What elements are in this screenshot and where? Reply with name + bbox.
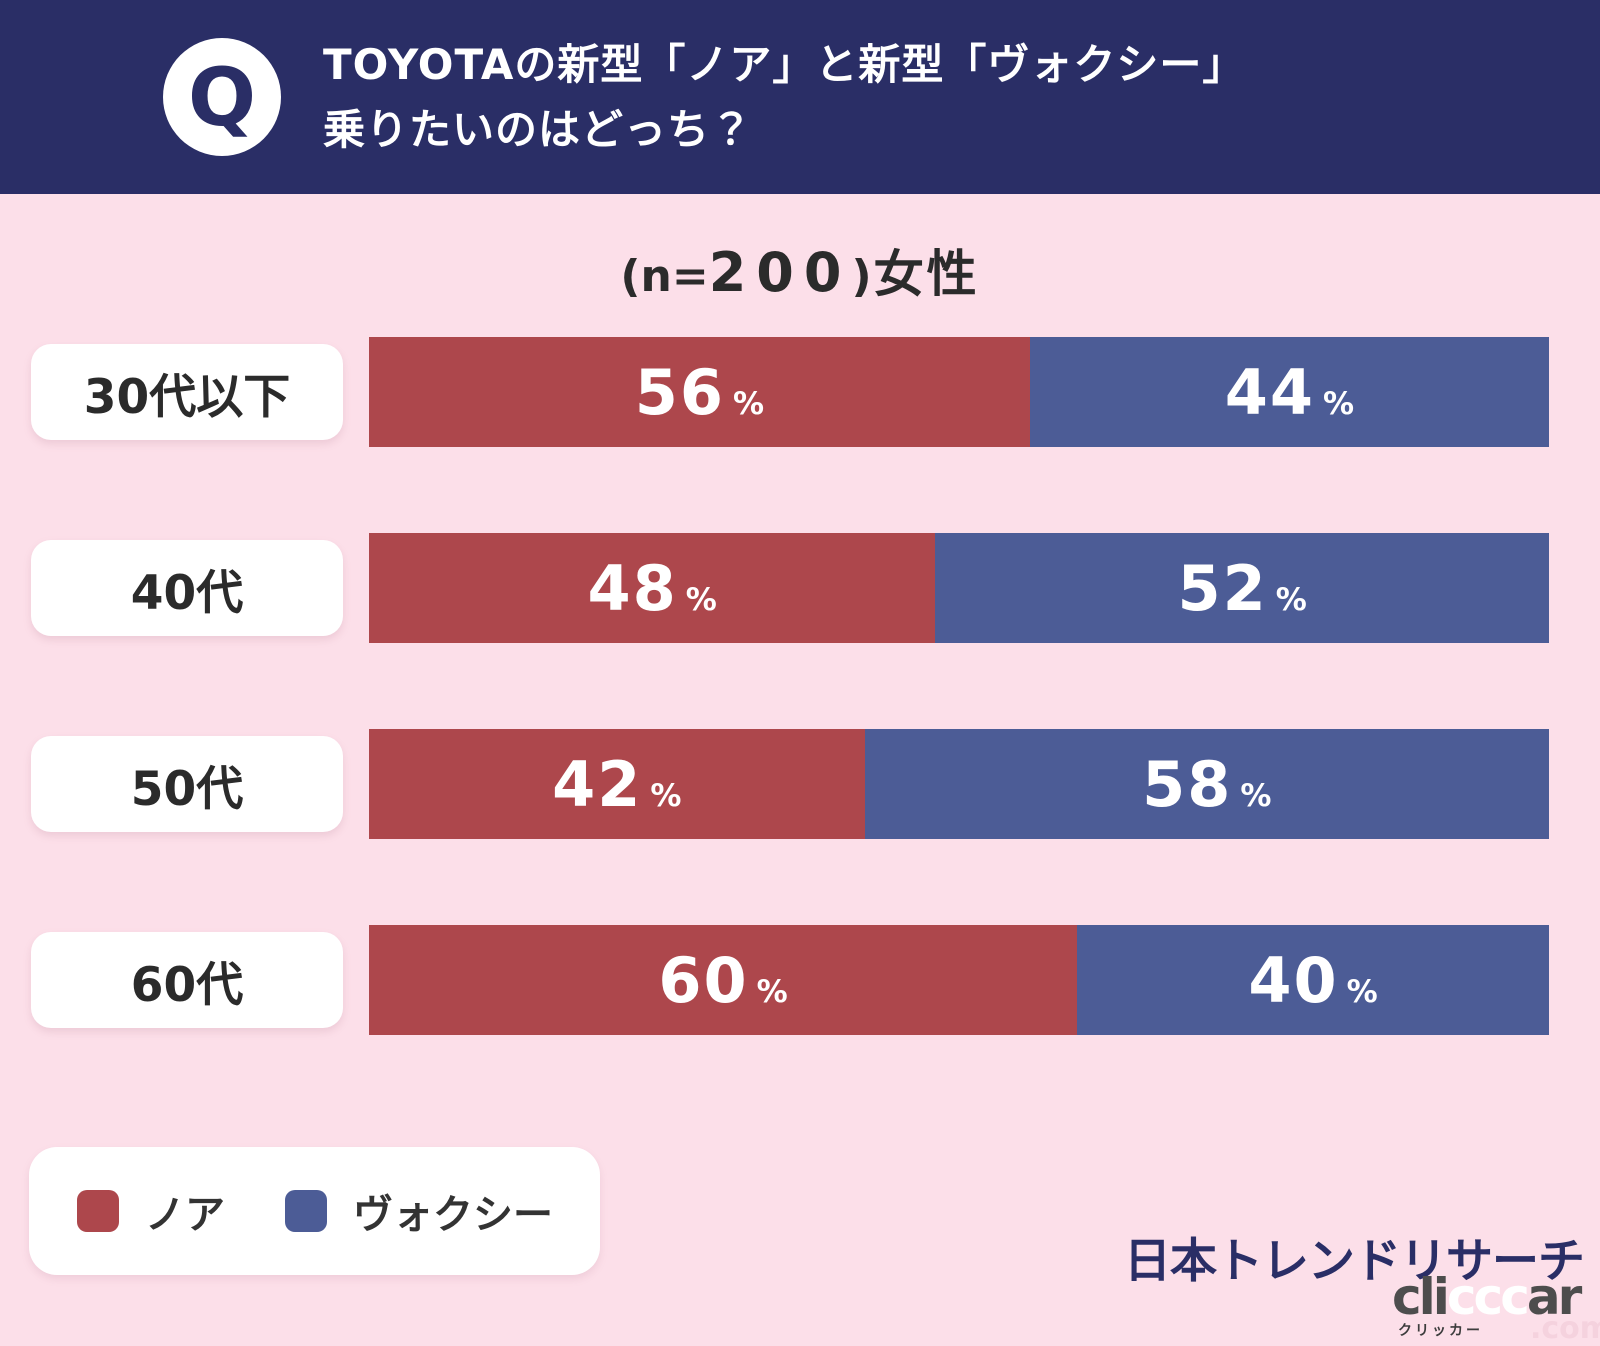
segment-value: 48 — [587, 551, 678, 625]
bar-row-50s: 50代 42% 58% — [0, 729, 1600, 839]
bar-segment-noah: 56% — [369, 337, 1030, 447]
percent-sign: % — [756, 973, 788, 1010]
clicccar-logo: clicccar クリッカー .com — [1392, 1272, 1600, 1344]
percent-sign: % — [1323, 385, 1355, 422]
legend-item-voxy: ヴォクシー — [285, 1182, 553, 1240]
clicccar-logo-subtext: クリッカー — [1398, 1323, 1483, 1339]
sample-group-label: 女性 — [873, 245, 980, 303]
question-title: TOYOTAの新型「ノア」と新型「ヴォクシー」 乗りたいのはどっち？ — [323, 32, 1245, 162]
category-label: 40代 — [31, 540, 343, 636]
stacked-bar: 60% 40% — [369, 925, 1549, 1035]
percent-sign: % — [1240, 777, 1272, 814]
segment-value: 44 — [1224, 355, 1315, 429]
segment-value: 42 — [552, 747, 643, 821]
percent-sign: % — [1275, 581, 1307, 618]
stacked-bar: 48% 52% — [369, 533, 1549, 643]
bar-segment-noah: 42% — [369, 729, 865, 839]
stacked-bar: 56% 44% — [369, 337, 1549, 447]
bar-segment-voxy: 40% — [1077, 925, 1549, 1035]
sample-size-count: 200 — [708, 241, 852, 304]
legend: ノア ヴォクシー — [29, 1147, 600, 1275]
percent-sign: % — [685, 581, 717, 618]
segment-value: 56 — [634, 355, 725, 429]
legend-label-noah: ノア — [145, 1192, 225, 1238]
percent-sign: % — [1346, 973, 1378, 1010]
bar-segment-noah: 48% — [369, 533, 936, 643]
segment-value: 60 — [658, 943, 749, 1017]
clicccar-logo-part3: ar — [1526, 1268, 1582, 1326]
percent-sign: % — [650, 777, 682, 814]
question-title-line1: TOYOTAの新型「ノア」と新型「ヴォクシー」 — [323, 39, 1246, 89]
legend-swatch-voxy — [285, 1190, 327, 1232]
bar-segment-voxy: 44% — [1029, 337, 1549, 447]
clicccar-logo-part2: ccc — [1446, 1268, 1530, 1326]
sample-size-label: (n=200)女性 — [0, 234, 1600, 306]
bar-row-40s: 40代 48% 52% — [0, 533, 1600, 643]
bar-segment-noah: 60% — [369, 925, 1077, 1035]
bar-row-60s: 60代 60% 40% — [0, 925, 1600, 1035]
legend-swatch-noah — [77, 1190, 119, 1232]
question-header: Q TOYOTAの新型「ノア」と新型「ヴォクシー」 乗りたいのはどっち？ — [0, 0, 1600, 194]
brand-text: 日本トレンドリサーチ — [1124, 1234, 1585, 1289]
legend-label-voxy: ヴォクシー — [353, 1192, 553, 1238]
clicccar-logo-part1: cli — [1392, 1268, 1450, 1326]
bar-row-30s: 30代以下 56% 44% — [0, 337, 1600, 447]
question-badge-icon: Q — [163, 38, 281, 156]
segment-value: 40 — [1248, 943, 1339, 1017]
sample-size-suffix: ) — [851, 251, 872, 302]
sample-size-prefix: (n= — [620, 251, 709, 302]
bar-segment-voxy: 58% — [864, 729, 1549, 839]
category-label: 30代以下 — [31, 344, 343, 440]
legend-item-noah: ノア — [77, 1182, 225, 1240]
question-title-line2: 乗りたいのはどっち？ — [323, 105, 754, 154]
clicccar-logo-domain: .com — [1530, 1311, 1600, 1346]
bar-segment-voxy: 52% — [935, 533, 1549, 643]
chart-area: 30代以下 56% 44% 40代 48% 52% 50代 42% — [0, 337, 1600, 1121]
segment-value: 58 — [1142, 747, 1233, 821]
category-label: 50代 — [31, 736, 343, 832]
percent-sign: % — [733, 385, 765, 422]
category-label: 60代 — [31, 932, 343, 1028]
stacked-bar: 42% 58% — [369, 729, 1549, 839]
segment-value: 52 — [1177, 551, 1268, 625]
